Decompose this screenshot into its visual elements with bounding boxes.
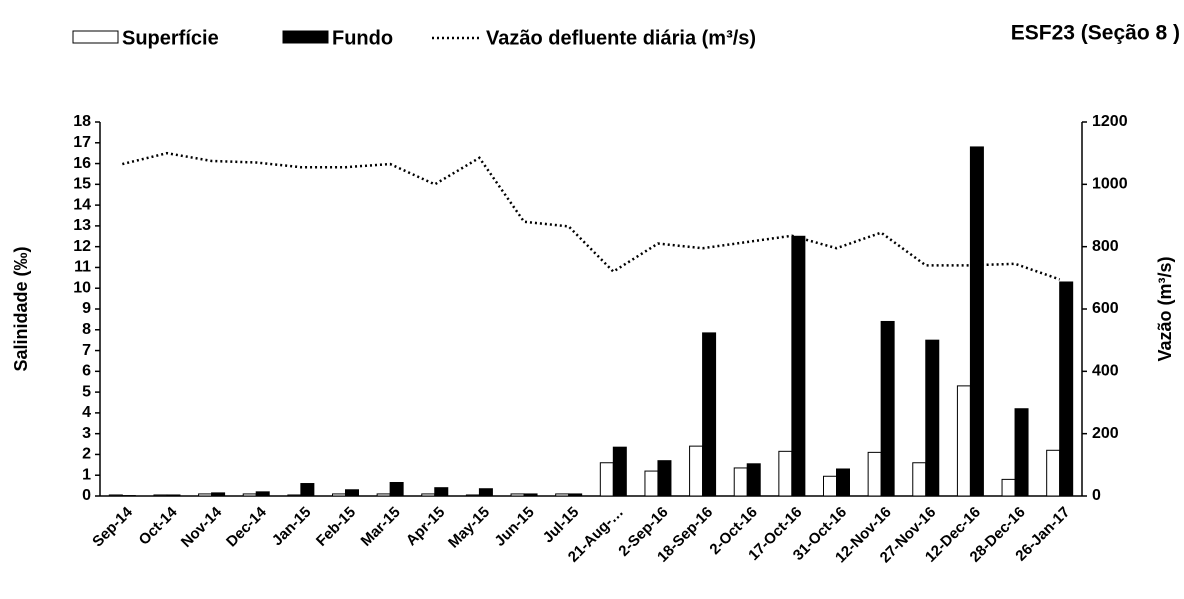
bar [288, 495, 301, 496]
x-tick-label: Sep-14 [89, 503, 136, 550]
y2-tick-label: 1000 [1092, 176, 1128, 193]
legend-swatch [283, 31, 328, 43]
bar [167, 495, 180, 496]
bar [957, 386, 970, 496]
bar [779, 451, 792, 496]
x-tick-label: Nov-14 [178, 503, 226, 551]
bar [569, 494, 582, 496]
legend-label: Superfície [122, 27, 219, 49]
bar [734, 468, 747, 496]
legend-label: Fundo [332, 27, 393, 49]
line-series [122, 153, 1059, 279]
bar [1015, 409, 1028, 496]
y-tick-label: 0 [82, 487, 91, 504]
bar [792, 236, 805, 496]
x-tick-label: Feb-15 [313, 504, 359, 550]
bar [301, 484, 314, 496]
bar [524, 494, 537, 496]
y-tick-label: 10 [73, 279, 91, 296]
bar [658, 461, 671, 496]
y-tick-label: 18 [73, 113, 91, 130]
y-tick-label: 13 [73, 217, 91, 234]
bar [1060, 282, 1073, 496]
bar [511, 494, 524, 496]
bar [422, 494, 435, 496]
x-tick-label: Oct-14 [136, 503, 181, 548]
y-tick-label: 14 [73, 196, 91, 213]
y2-tick-label: 400 [1092, 363, 1119, 380]
x-tick-label: Jun-15 [491, 504, 537, 550]
chart-title: ESF23 (Seção 8 ) [1011, 22, 1180, 45]
bar [479, 489, 492, 496]
bar [346, 490, 359, 496]
y2-tick-label: 200 [1092, 425, 1119, 442]
y-tick-label: 9 [82, 300, 91, 317]
x-tick-label: Apr-15 [403, 504, 449, 550]
bar [377, 494, 390, 496]
bar [435, 488, 448, 496]
bar [913, 463, 926, 496]
bar [199, 494, 212, 496]
y-tick-label: 16 [73, 155, 91, 172]
y2-axis-title: Vazão (m³/s) [1155, 256, 1175, 361]
x-tick-label: Jan-15 [269, 504, 315, 550]
x-tick-label: May-15 [445, 504, 493, 552]
y-tick-label: 3 [82, 425, 91, 442]
y-tick-label: 11 [74, 259, 91, 276]
bar [970, 147, 983, 496]
legend-swatch [73, 31, 118, 43]
legend-label: Vazão defluente diária (m³/s) [486, 27, 756, 49]
bar [690, 446, 703, 496]
y-tick-label: 8 [82, 321, 91, 338]
bar [154, 495, 167, 496]
bar [868, 452, 881, 496]
y-tick-label: 2 [82, 446, 91, 463]
bar [837, 469, 850, 496]
bar [926, 340, 939, 496]
bar [824, 476, 837, 496]
bar [256, 492, 269, 496]
bar [466, 495, 479, 496]
y-tick-label: 1 [82, 466, 91, 483]
bar [747, 464, 760, 496]
bar [881, 321, 894, 496]
bar [243, 494, 256, 496]
bar [556, 494, 569, 496]
y2-tick-label: 600 [1092, 300, 1119, 317]
bar [703, 333, 716, 496]
bar [1047, 450, 1060, 496]
bar [109, 495, 122, 496]
bar [333, 494, 346, 496]
x-tick-label: Dec-14 [223, 503, 270, 550]
bar [390, 482, 403, 496]
bar [600, 463, 613, 496]
bar [212, 493, 225, 496]
y-tick-label: 6 [82, 363, 91, 380]
y2-tick-label: 0 [1092, 487, 1101, 504]
y-tick-label: 17 [73, 134, 91, 151]
y-tick-label: 5 [82, 383, 91, 400]
y-tick-label: 4 [82, 404, 91, 421]
y2-tick-label: 800 [1092, 238, 1119, 255]
y-axis-title: Salinidade (‰) [11, 246, 31, 371]
y-tick-label: 12 [73, 238, 91, 255]
y-tick-label: 15 [73, 176, 91, 193]
bar [613, 447, 626, 496]
bar [645, 471, 658, 496]
y-tick-label: 7 [82, 342, 91, 359]
x-tick-label: Jul-15 [540, 504, 583, 547]
y2-tick-label: 1200 [1092, 113, 1128, 130]
bar [1002, 479, 1015, 496]
x-tick-label: Mar-15 [358, 504, 404, 550]
